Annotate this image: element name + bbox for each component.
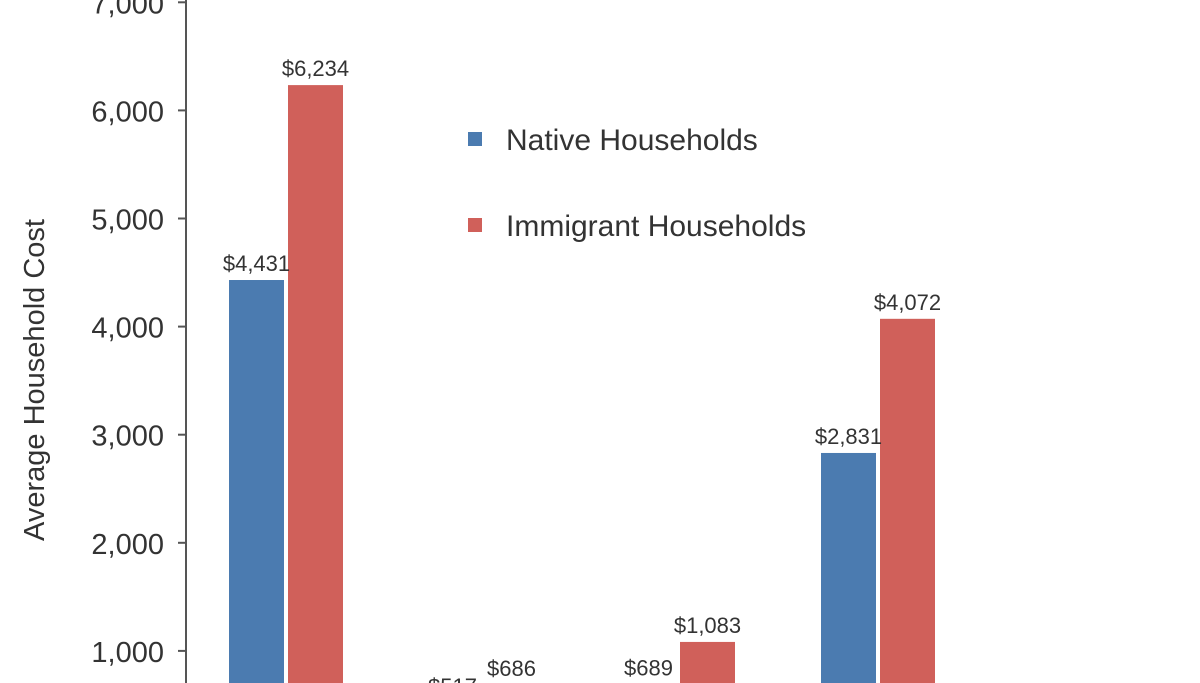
bar	[288, 85, 343, 683]
bar	[229, 280, 284, 683]
bar	[821, 452, 876, 683]
data-label: $4,072	[874, 290, 941, 315]
data-label: $1,083	[674, 613, 741, 638]
legend-label: Immigrant Households	[506, 210, 806, 243]
legend: Native Households Immigrant Households	[468, 124, 806, 243]
legend-label: Native Households	[506, 124, 758, 157]
bar	[680, 641, 735, 683]
bars-layer	[229, 85, 935, 683]
y-tick-label: 3,000	[91, 421, 164, 453]
data-label: $689	[624, 656, 673, 681]
data-label: $517	[428, 674, 477, 683]
axis-layer: 7,000 6,000 5,000 4,000 3,000 2,000 1,000 Avera…	[19, 0, 187, 683]
data-label: $686	[487, 656, 536, 681]
y-tick-label: 2,000	[91, 529, 164, 561]
value-labels-layer: $4,431 $517 $689 $2,831 $6,234 $686 $1,083 $4,0…	[223, 56, 941, 683]
bar	[880, 318, 935, 683]
data-label: $6,234	[282, 56, 349, 81]
y-tick-label: 5,000	[91, 205, 164, 237]
y-tick-label: 6,000	[91, 96, 164, 128]
y-tick-label: 1,000	[91, 637, 164, 669]
y-axis-title: Average Household Cost	[19, 219, 51, 541]
y-tick-label: 4,000	[91, 313, 164, 345]
y-tick-label: 7,000	[91, 0, 164, 20]
data-label: $4,431	[223, 251, 290, 276]
legend-swatch	[468, 132, 482, 146]
data-label: $2,831	[815, 424, 882, 449]
legend-swatch	[468, 218, 482, 232]
